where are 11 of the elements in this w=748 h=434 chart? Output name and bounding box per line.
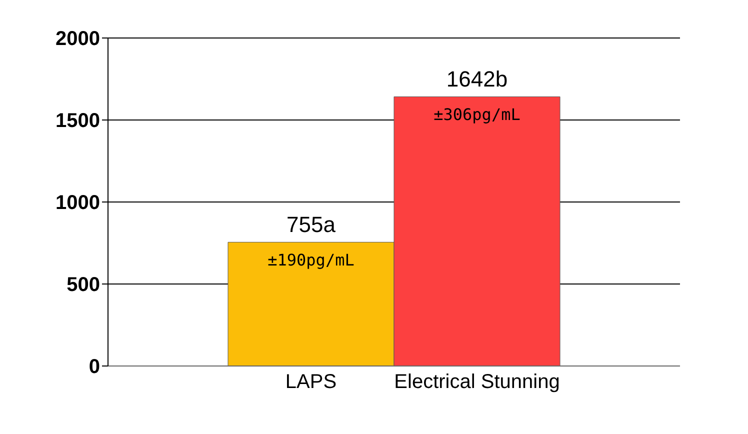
y-tick-label: 500	[66, 274, 100, 296]
x-tick-label: Electrical Stunning	[394, 371, 560, 394]
x-tick-label: LAPS	[285, 371, 337, 394]
annotation: ±306pg/mL	[434, 105, 520, 124]
y-tick-label: 2000	[56, 28, 100, 50]
y-tick-label: 1500	[56, 110, 100, 132]
y-tick-label: 1000	[56, 192, 100, 214]
data-label: 755a	[286, 212, 336, 238]
annotation: ±190pg/mL	[268, 250, 354, 270]
y-tick-label: 0	[88, 356, 100, 378]
data-label: 1642b	[446, 66, 508, 92]
